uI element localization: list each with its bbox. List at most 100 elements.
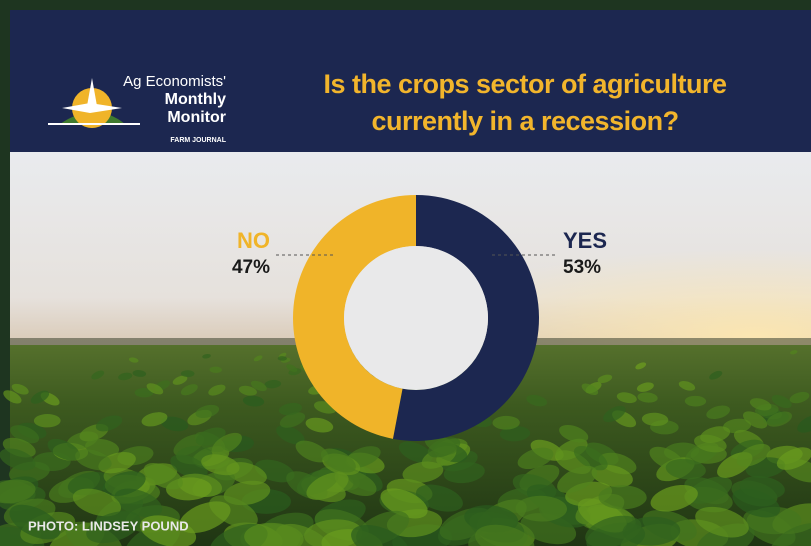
leaf: [286, 364, 298, 373]
leaves: [0, 347, 811, 546]
logo: Ag Economists' Monthly Monitor FARM JOUR…: [48, 73, 227, 144]
leaf: [179, 501, 231, 534]
leaf: [722, 418, 752, 434]
leaf: [380, 488, 428, 519]
leaf: [91, 370, 105, 380]
leaf: [30, 390, 50, 404]
leaf: [320, 448, 356, 473]
leaf: [709, 370, 723, 380]
leaf: [11, 383, 29, 395]
logo-text: Monthly: [165, 91, 226, 108]
leaf: [95, 415, 123, 432]
leaf: [636, 382, 654, 392]
leaf: [180, 370, 195, 378]
leaf: [736, 443, 771, 467]
donut-slice: [292, 195, 416, 439]
leaf: [603, 405, 626, 423]
leaf: [739, 476, 785, 500]
donut-slice: [392, 195, 540, 441]
legend-label: NO: [237, 228, 270, 253]
leaf: [700, 426, 731, 443]
leaf: [264, 379, 282, 389]
leaf: [749, 398, 772, 411]
logo-text: Ag Economists': [123, 73, 226, 90]
publisher: FARM JOURNAL: [170, 137, 226, 144]
leaf: [797, 414, 811, 433]
leaf: [242, 395, 265, 407]
leaf: [641, 412, 669, 427]
leaf: [771, 394, 792, 409]
leaf: [475, 524, 535, 546]
photo-credit: PHOTO: LINDSEY POUND: [28, 518, 189, 533]
leaf: [688, 476, 733, 504]
leaf: [118, 372, 133, 381]
leaf: [33, 414, 61, 428]
leaf: [499, 426, 531, 442]
leaf: [139, 515, 197, 546]
leaf: [277, 356, 287, 361]
leaf: [766, 411, 793, 427]
header-banner: [10, 10, 811, 152]
leaf: [424, 435, 457, 455]
leaf: [585, 515, 642, 546]
leaf: [559, 424, 589, 443]
leaf: [305, 417, 334, 433]
leaf: [526, 394, 548, 407]
leaf: [591, 464, 633, 488]
leaf: [706, 405, 731, 420]
leaf: [238, 385, 257, 396]
leaf: [279, 412, 306, 428]
leaf: [9, 504, 61, 540]
leaf: [276, 425, 305, 445]
logo-star: [62, 103, 122, 113]
leaf: [790, 350, 798, 355]
leaf: [209, 366, 222, 373]
value-label: 47%: [232, 257, 270, 278]
leaf: [665, 458, 706, 480]
leaf: [208, 384, 226, 396]
leaf: [573, 445, 608, 471]
leaf: [557, 465, 598, 494]
leaf: [743, 411, 768, 429]
leaf: [416, 484, 463, 512]
leaf: [492, 415, 520, 430]
leaf: [202, 353, 211, 359]
leaf: [637, 392, 658, 403]
leaf: [75, 449, 112, 471]
leaf: [650, 484, 698, 512]
leaf: [402, 461, 444, 483]
leaf: [143, 462, 183, 490]
leaf: [684, 395, 707, 407]
leaf: [114, 488, 163, 518]
leaf: [72, 488, 122, 517]
leaf: [146, 383, 164, 395]
leaf: [306, 472, 349, 500]
leaf: [515, 495, 568, 522]
value-label: 53%: [563, 257, 601, 278]
leaf: [0, 479, 36, 504]
legend-label: YES: [563, 228, 607, 253]
leaf: [160, 416, 189, 432]
leaf: [132, 370, 147, 377]
leaf: [789, 391, 810, 404]
leaf: [250, 380, 267, 392]
leaf: [102, 471, 146, 497]
leaf: [201, 454, 240, 476]
leaf: [195, 404, 220, 419]
leaf: [141, 412, 168, 427]
donut-hole: [344, 246, 488, 390]
leaf: [769, 523, 811, 546]
leaf: [678, 380, 696, 391]
leaf: [635, 362, 647, 370]
leaf: [597, 374, 613, 384]
leaf: [3, 390, 22, 404]
leaf: [598, 485, 647, 510]
leaf: [128, 357, 139, 363]
leaf: [351, 524, 410, 546]
leaf: [581, 383, 599, 396]
leaf: [517, 447, 554, 470]
leaf: [211, 432, 242, 455]
leaf: [295, 440, 329, 463]
